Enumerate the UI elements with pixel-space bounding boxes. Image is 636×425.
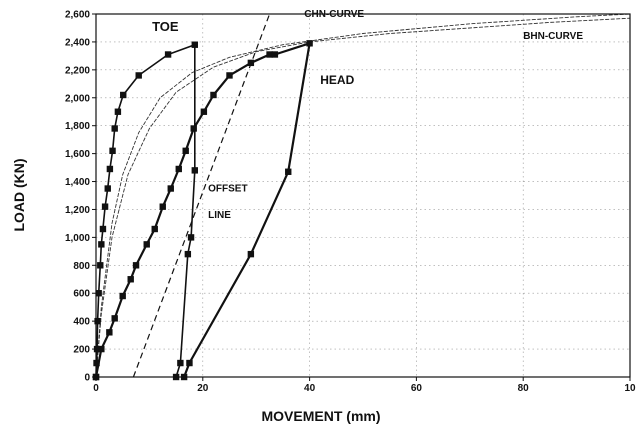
annotations: TOE CHN-CURVE BHN-CURVE HEAD OFFSET LINE	[152, 9, 583, 221]
toe-point	[184, 250, 192, 258]
toe-point	[164, 51, 172, 58]
annotation-label: HEAD	[320, 73, 354, 87]
head-point	[127, 276, 134, 283]
y-tick-label: 2,400	[65, 37, 90, 48]
head-point	[285, 168, 292, 175]
axes	[95, 13, 631, 378]
x-tick-label: 20	[197, 383, 209, 394]
toe-point	[120, 91, 127, 99]
head-point	[111, 315, 118, 322]
head-point	[186, 359, 193, 367]
y-tick-label: 1,800	[65, 121, 90, 132]
fitted-curves	[95, 13, 631, 378]
y-tick-label: 2,600	[65, 10, 90, 21]
head-point	[226, 72, 233, 79]
x-tick-label: 10	[624, 383, 636, 394]
head-point	[151, 225, 158, 233]
toe-point	[99, 225, 107, 233]
head-point	[306, 40, 313, 47]
head-point	[98, 345, 105, 353]
x-axis-title: MOVEMENT (mm)	[262, 408, 381, 424]
toe-point	[101, 203, 109, 210]
toe-point	[135, 72, 142, 79]
offset-line	[132, 13, 271, 378]
head-point	[167, 185, 174, 192]
toe-series	[92, 41, 198, 381]
head-point	[271, 51, 279, 58]
y-tick-label: 400	[73, 317, 90, 328]
toe-point	[95, 290, 102, 297]
y-tick-label: 1,200	[65, 205, 90, 216]
x-tick-label: 40	[304, 383, 316, 394]
tick-labels: 02004006008001,0001,2001,4001,6001,8002,…	[65, 10, 636, 395]
bhn-curve-line	[95, 17, 631, 378]
toe-point	[98, 241, 105, 248]
y-tick-label: 1,600	[65, 149, 90, 160]
annotation-label: CHN-CURVE	[304, 9, 364, 20]
head-point	[182, 147, 189, 155]
head-point	[132, 262, 140, 269]
chn-curve-line	[95, 13, 631, 378]
head-point	[210, 91, 217, 99]
toe-point	[104, 185, 111, 192]
y-tick-label: 1,400	[65, 177, 90, 188]
toe-point	[97, 262, 104, 269]
head-line	[94, 42, 311, 378]
y-tick-label: 600	[73, 289, 90, 300]
annotation-label: BHN-CURVE	[523, 31, 583, 42]
plot-frame	[95, 13, 631, 378]
x-tick-label: 60	[411, 383, 423, 394]
y-tick-label: 200	[73, 345, 90, 356]
head-point	[266, 51, 273, 58]
annotation-label: LINE	[208, 210, 231, 221]
head-point	[247, 250, 255, 258]
y-tick-label: 0	[84, 373, 90, 384]
toe-point	[191, 41, 198, 48]
head-point	[143, 241, 150, 248]
toe-point	[187, 234, 195, 241]
x-tick-label: 80	[518, 383, 530, 394]
head-point	[200, 108, 208, 115]
toe-point	[177, 359, 184, 367]
head-point	[175, 165, 182, 173]
y-tick-label: 2,000	[65, 93, 90, 104]
y-axis-title: LOAD (KN)	[11, 158, 27, 231]
head-point	[159, 203, 166, 210]
head-point	[106, 329, 113, 336]
y-tick-label: 800	[73, 261, 90, 272]
x-tick-label: 0	[93, 383, 99, 394]
toe-point	[191, 167, 198, 174]
toe-point	[93, 345, 101, 353]
toe-point	[94, 317, 101, 325]
toe-point	[109, 147, 116, 155]
y-tick-label: 1,000	[65, 233, 90, 244]
annotation-label: TOE	[152, 19, 179, 34]
head-point	[190, 125, 197, 132]
grid	[96, 14, 630, 377]
annotation-label: OFFSET	[208, 183, 247, 194]
toe-point	[114, 108, 122, 115]
head-point	[119, 292, 126, 300]
toe-point	[111, 125, 118, 132]
y-tick-label: 2,200	[65, 65, 90, 76]
toe-point	[106, 165, 114, 173]
